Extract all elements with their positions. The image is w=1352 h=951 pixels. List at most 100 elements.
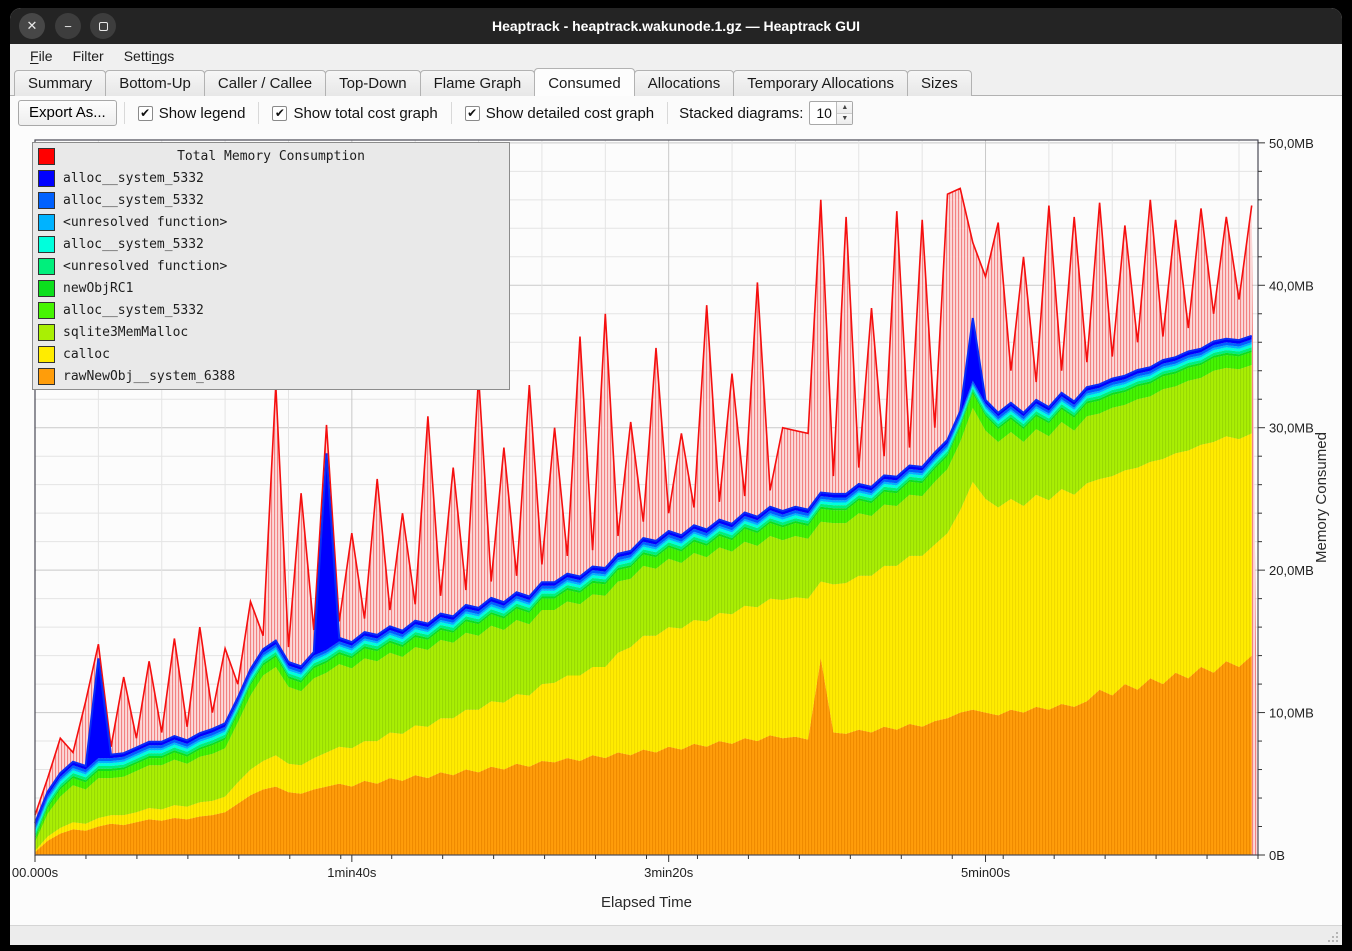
svg-text:00.000s: 00.000s: [12, 865, 59, 880]
svg-text:10,0MB: 10,0MB: [1269, 706, 1314, 721]
menu-item-settings[interactable]: Settings: [123, 48, 175, 64]
chart-legend: Total Memory Consumption alloc__system_53…: [32, 142, 510, 390]
legend-label: rawNewObj__system_6388: [63, 368, 236, 384]
tab-summary[interactable]: Summary: [14, 70, 107, 96]
checkbox-show-legend[interactable]: ✔ Show legend: [137, 104, 246, 122]
legend-title: Total Memory Consumption: [177, 148, 365, 164]
status-bar: [10, 925, 1342, 945]
legend-label: calloc: [63, 346, 110, 362]
tab-allocations[interactable]: Allocations: [633, 70, 735, 96]
legend-swatch: [38, 235, 55, 253]
tab-sizes[interactable]: Sizes: [907, 70, 972, 96]
toolbar: Export As... ✔ Show legend ✔ Show total cos…: [10, 96, 1342, 130]
legend-label: alloc__system_5332: [63, 170, 204, 186]
total-consumption-line: [34, 187, 1253, 816]
x-axis-label: Elapsed Time: [601, 894, 692, 911]
menu-bar: File Filter Settings: [10, 44, 1342, 68]
legend-label: alloc__system_5332: [63, 236, 204, 252]
legend-label: sqlite3MemMalloc: [63, 324, 189, 340]
spinbox-value[interactable]: 10: [816, 105, 832, 121]
toolbar-separator: [258, 102, 260, 124]
chart-panel: 0B 10,0MB 20,0MB 30,0MB 40,0MB 50,0MB 00.000s 1…: [10, 130, 1342, 925]
window-title: Heaptrack - heaptrack.wakunode.1.gz — He…: [491, 18, 860, 34]
stack-cap-line: [34, 317, 1253, 824]
svg-text:3min20s: 3min20s: [644, 865, 694, 880]
y-axis: 0B 10,0MB 20,0MB 30,0MB 40,0MB 50,0MB: [1258, 136, 1314, 863]
tab-bar: Summary Bottom-Up Caller / Callee Top-Down F…: [10, 68, 1342, 96]
spin-down-icon[interactable]: ▼: [837, 113, 853, 124]
legend-item: newObjRC1: [33, 277, 509, 299]
legend-label: alloc__system_5332: [63, 302, 204, 318]
checkbox-show-detailed-cost-graph[interactable]: ✔ Show detailed cost graph: [464, 104, 655, 122]
app-window: ✕ − Heaptrack - heaptrack.wakunode.1.gz …: [10, 8, 1342, 945]
legend-title-row: Total Memory Consumption: [33, 145, 509, 167]
maximize-icon: [98, 21, 108, 31]
svg-text:50,0MB: 50,0MB: [1269, 136, 1314, 151]
legend-swatch: [38, 279, 55, 297]
legend-label: <unresolved function>: [63, 214, 228, 230]
checkbox-icon[interactable]: ✔: [137, 105, 153, 121]
band-calloc-1: [35, 433, 1252, 853]
band-sqlite3memmalloc-2: [35, 365, 1252, 851]
legend-swatch: [38, 147, 55, 165]
legend-swatch: [38, 169, 55, 187]
legend-item: alloc__system_5332: [33, 189, 509, 211]
x-axis: 00.000s 1min40s 3min20s 5min00s: [12, 855, 1259, 880]
legend-swatch: [38, 323, 55, 341]
maximize-button[interactable]: [90, 13, 116, 39]
checkbox-show-total-cost-graph[interactable]: ✔ Show total cost graph: [272, 104, 438, 122]
legend-item: alloc__system_5332: [33, 299, 509, 321]
checkbox-label: Show total cost graph: [293, 104, 438, 122]
toolbar-separator: [667, 102, 669, 124]
svg-text:30,0MB: 30,0MB: [1269, 421, 1314, 436]
checkbox-icon[interactable]: ✔: [464, 105, 480, 121]
legend-item: <unresolved function>: [33, 211, 509, 233]
svg-text:40,0MB: 40,0MB: [1269, 278, 1314, 293]
band-alloc-system-5332-3: [35, 352, 1252, 843]
title-bar: ✕ − Heaptrack - heaptrack.wakunode.1.gz …: [10, 8, 1342, 44]
legend-swatch: [38, 257, 55, 275]
legend-item: alloc__system_5332: [33, 167, 509, 189]
export-as-button[interactable]: Export As...: [18, 100, 117, 126]
svg-text:5min00s: 5min00s: [961, 865, 1011, 880]
stacked-diagrams-label: Stacked diagrams:: [679, 104, 804, 122]
legend-swatch: [38, 367, 55, 385]
tab-flame-graph[interactable]: Flame Graph: [419, 70, 536, 96]
tab-bottom-up[interactable]: Bottom-Up: [105, 70, 205, 96]
y-axis-label: Memory Consumed: [1313, 432, 1330, 563]
checkbox-icon[interactable]: ✔: [272, 105, 288, 121]
resize-grip[interactable]: [1328, 932, 1338, 942]
svg-text:20,0MB: 20,0MB: [1269, 563, 1314, 578]
consumption-chart[interactable]: 0B 10,0MB 20,0MB 30,0MB 40,0MB 50,0MB 00.000s 1…: [10, 130, 1342, 925]
legend-label: alloc__system_5332: [63, 192, 204, 208]
legend-item: sqlite3MemMalloc: [33, 321, 509, 343]
legend-swatch: [38, 191, 55, 209]
svg-text:1min40s: 1min40s: [327, 865, 377, 880]
toolbar-separator: [450, 102, 452, 124]
close-button[interactable]: ✕: [19, 13, 45, 39]
checkbox-group: ✔ Show legend ✔ Show total cost graph ✔ Show …: [132, 102, 660, 124]
stacked-diagrams-spinbox[interactable]: 10 ▲ ▼: [809, 101, 854, 125]
band-rawnewobj-system-6388-0: [35, 655, 1252, 855]
minimize-button[interactable]: −: [55, 13, 81, 39]
checkbox-label: Show legend: [158, 104, 246, 122]
legend-swatch: [38, 213, 55, 231]
toolbar-separator: [123, 102, 125, 124]
menu-item-file[interactable]: File: [30, 48, 53, 64]
spin-up-icon[interactable]: ▲: [837, 102, 853, 114]
legend-item: <unresolved function>: [33, 255, 509, 277]
legend-label: newObjRC1: [63, 280, 134, 296]
svg-text:0B: 0B: [1269, 848, 1285, 863]
tab-caller-callee[interactable]: Caller / Callee: [203, 70, 327, 96]
legend-item: rawNewObj__system_6388: [33, 365, 509, 387]
legend-swatch: [38, 301, 55, 319]
tab-top-down[interactable]: Top-Down: [325, 70, 421, 96]
checkbox-label: Show detailed cost graph: [485, 104, 655, 122]
legend-label: <unresolved function>: [63, 258, 228, 274]
menu-item-filter[interactable]: Filter: [72, 48, 104, 64]
tab-consumed[interactable]: Consumed: [534, 68, 635, 96]
legend-swatch: [38, 345, 55, 363]
tab-temporary-allocations[interactable]: Temporary Allocations: [733, 70, 909, 96]
legend-item: alloc__system_5332: [33, 233, 509, 255]
legend-item: calloc: [33, 343, 509, 365]
